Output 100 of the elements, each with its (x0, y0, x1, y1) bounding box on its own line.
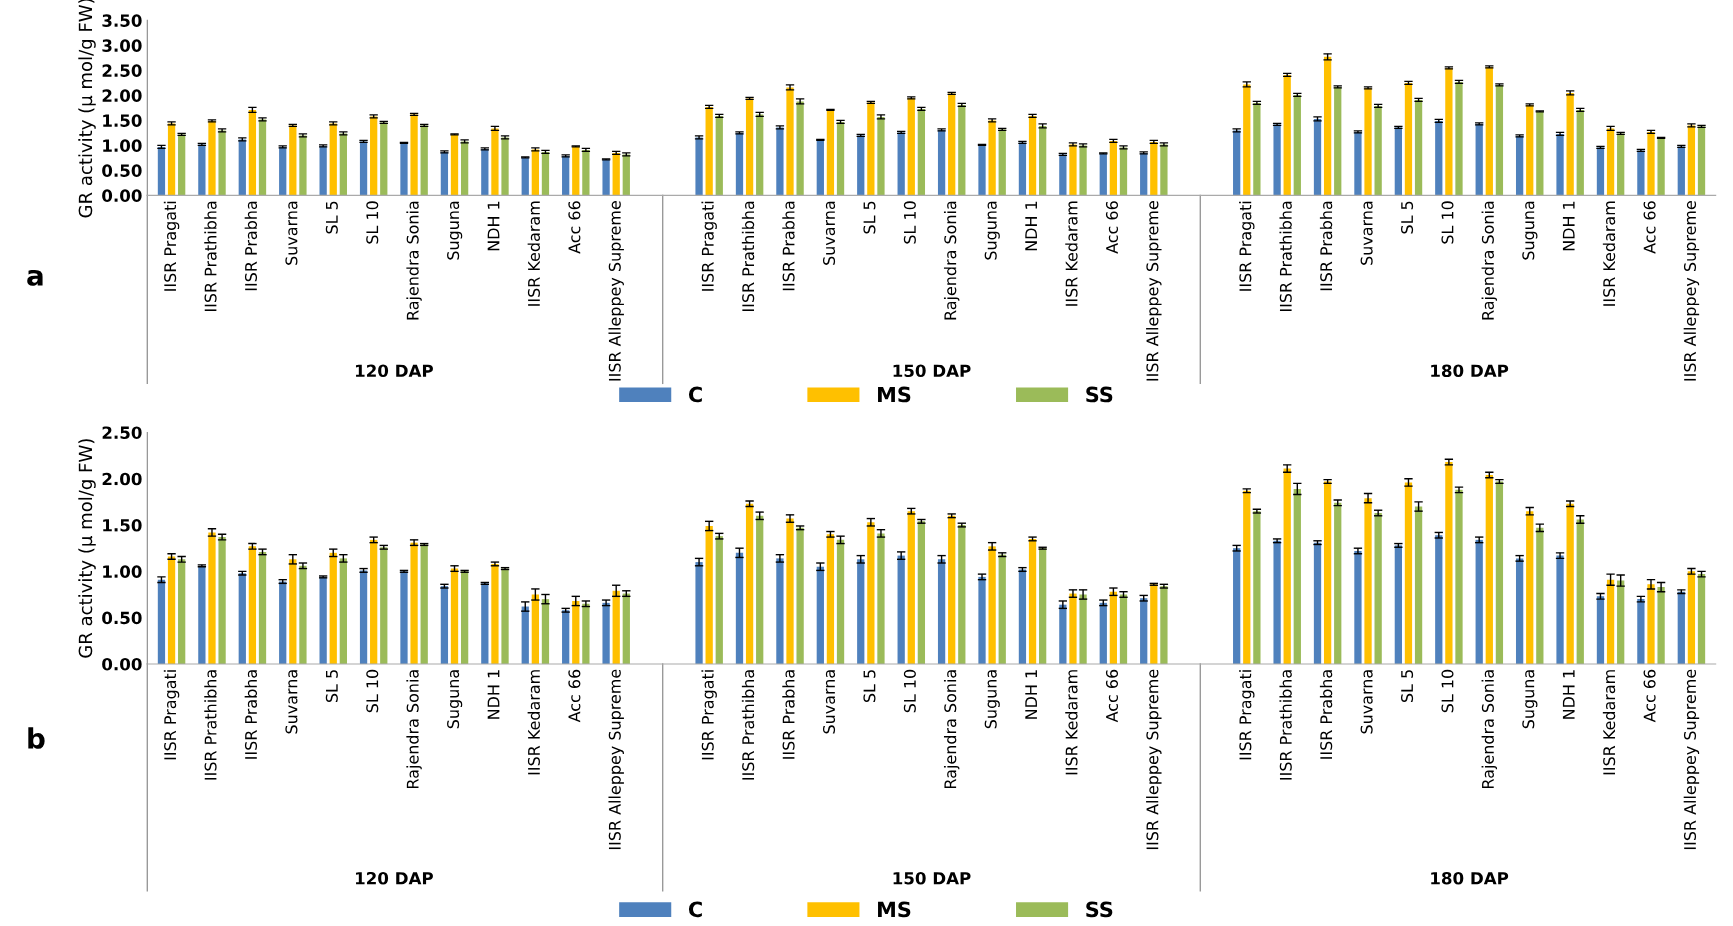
x-tick-label: NDH 1 (1562, 201, 1575, 251)
text: 180 DAP (1431, 364, 1509, 378)
legend-label: C (688, 386, 702, 403)
x-tick-label: Acc 66 (1643, 201, 1656, 254)
x-tick-label: IISR Prathibha (204, 201, 217, 311)
legend-label: SS (1086, 901, 1113, 918)
y-tick-label: 0.50 (102, 164, 142, 177)
y-tick-label: 2.00 (102, 89, 142, 102)
y-tick-label: 0.00 (102, 189, 142, 202)
x-tick-label: IISR Kedaram (1065, 670, 1078, 775)
text: 150 DAP (893, 364, 971, 378)
y-tick-label: 2.50 (102, 64, 142, 77)
y-tick-label: 0.50 (102, 611, 142, 625)
x-tick-label: Suvarna (285, 670, 298, 734)
x-tick-label: SL 5 (325, 670, 338, 703)
x-tick-label: IISR Alleppey Supreme (608, 201, 624, 381)
x-tick-label: IISR Prathibha (741, 201, 755, 311)
x-tick-label: NDH 1 (1025, 201, 1037, 251)
x-tick-label: SL 5 (863, 201, 876, 234)
x-tick-label: IISR Pragati (1239, 670, 1255, 760)
x-tick-label: IISR Kedaram (527, 670, 540, 775)
text: 180 DAP (1431, 871, 1509, 885)
x-tick-label: Rajendra Sonia (943, 201, 960, 320)
x-tick-label: SL 10 (366, 669, 379, 713)
x-tick-label: IISR Prabha (782, 201, 795, 291)
x-tick-label: IISR Prabha (1319, 670, 1333, 759)
text: 120 DAP (355, 871, 433, 885)
text: 150 DAP (893, 871, 971, 885)
x-tick-label: IISR Kedaram (1602, 201, 1616, 306)
y-tick-label: 0.00 (102, 657, 142, 671)
x-tick-label: SL 10 (366, 201, 379, 244)
x-tick-label: NDH 1 (1025, 670, 1037, 719)
y-axis-title: GR activity (μ mol/g FW) (78, 439, 96, 658)
x-tick-label: Acc 66 (1105, 669, 1119, 723)
x-tick-label: IISR Alleppey Supreme (1146, 669, 1162, 850)
x-tick-label: IISR Prabha (782, 670, 795, 759)
x-tick-label: Rajendra Sonia (406, 201, 422, 320)
y-tick-label: 3.50 (102, 14, 142, 27)
y-tick-label: 1.50 (103, 114, 142, 127)
y-tick-label: 3.00 (102, 39, 142, 52)
y-tick-label: 2.00 (102, 472, 142, 486)
x-tick-label: IISR Pragati (163, 670, 180, 760)
x-tick-label: IISR Pragati (701, 670, 717, 760)
x-tick-label: IISR Prabha (244, 670, 258, 759)
x-tick-label: IISR Prathibha (1279, 201, 1292, 311)
x-tick-label: IISR Pragati (701, 201, 717, 291)
x-tick-label: Suguna (984, 201, 1000, 260)
y-tick-label: 1.00 (103, 139, 142, 152)
x-tick-label: SL 10 (903, 669, 916, 713)
x-tick-label: SL 5 (863, 670, 876, 703)
x-tick-label: Suguna (984, 670, 1000, 729)
x-tick-label: Suguna (1522, 201, 1538, 260)
x-tick-label: Rajendra Sonia (943, 670, 960, 788)
legend-label: MS (878, 901, 911, 918)
x-tick-label: Suvarna (822, 670, 836, 734)
x-tick-label: SL 10 (903, 201, 916, 244)
x-tick-label: Suguna (1522, 670, 1538, 729)
x-tick-label: IISR Pragati (163, 201, 180, 291)
x-tick-label: IISR Alleppey Supreme (1683, 669, 1700, 850)
x-tick-label: IISR Kedaram (527, 201, 540, 306)
x-tick-label: Suguna (447, 201, 463, 260)
x-tick-label: Suvarna (822, 201, 836, 265)
x-tick-label: SL 5 (1401, 201, 1414, 234)
x-tick-label: Rajendra Sonia (1481, 201, 1498, 320)
x-tick-label: IISR Pragati (1239, 201, 1255, 291)
legend-label: MS (878, 386, 911, 403)
x-tick-label: Acc 66 (568, 669, 581, 723)
x-tick-label: Suvarna (1360, 670, 1373, 734)
x-tick-label: IISR Kedaram (1602, 670, 1616, 775)
x-tick-label: IISR Alleppey Supreme (1146, 201, 1162, 381)
x-tick-label: NDH 1 (1562, 670, 1575, 719)
x-tick-label: NDH 1 (487, 670, 500, 719)
x-tick-label: IISR Prabha (1319, 201, 1333, 291)
x-tick-label: Suguna (447, 670, 463, 729)
x-tick-label: SL 10 (1441, 201, 1454, 244)
x-tick-label: SL 5 (325, 201, 338, 234)
legend-label: C (688, 901, 702, 918)
x-tick-label: Rajendra Sonia (1481, 670, 1498, 788)
y-tick-label: 1.50 (103, 519, 142, 532)
text: a (27, 269, 43, 286)
x-tick-label: Suvarna (285, 201, 298, 265)
x-tick-label: IISR Prathibha (741, 670, 755, 780)
x-tick-label: NDH 1 (487, 201, 500, 251)
x-tick-label: SL 5 (1401, 670, 1414, 703)
legend-label: SS (1086, 386, 1113, 403)
x-tick-label: SL 10 (1441, 669, 1454, 713)
x-tick-label: IISR Prathibha (1279, 670, 1292, 780)
x-tick-label: IISR Alleppey Supreme (1683, 201, 1700, 381)
x-tick-label: Acc 66 (1643, 669, 1656, 723)
x-tick-label: IISR Prabha (244, 201, 258, 291)
x-tick-label: Rajendra Sonia (406, 670, 422, 788)
y-tick-label: 2.50 (102, 426, 142, 440)
x-tick-label: Acc 66 (568, 201, 581, 254)
x-tick-label: Acc 66 (1105, 201, 1119, 254)
y-tick-label: 1.00 (103, 565, 142, 578)
x-tick-label: IISR Alleppey Supreme (608, 669, 624, 850)
x-tick-label: IISR Prathibha (204, 670, 217, 780)
text: b (28, 727, 45, 749)
x-tick-label: IISR Kedaram (1065, 201, 1078, 306)
x-tick-label: Suvarna (1360, 201, 1373, 265)
